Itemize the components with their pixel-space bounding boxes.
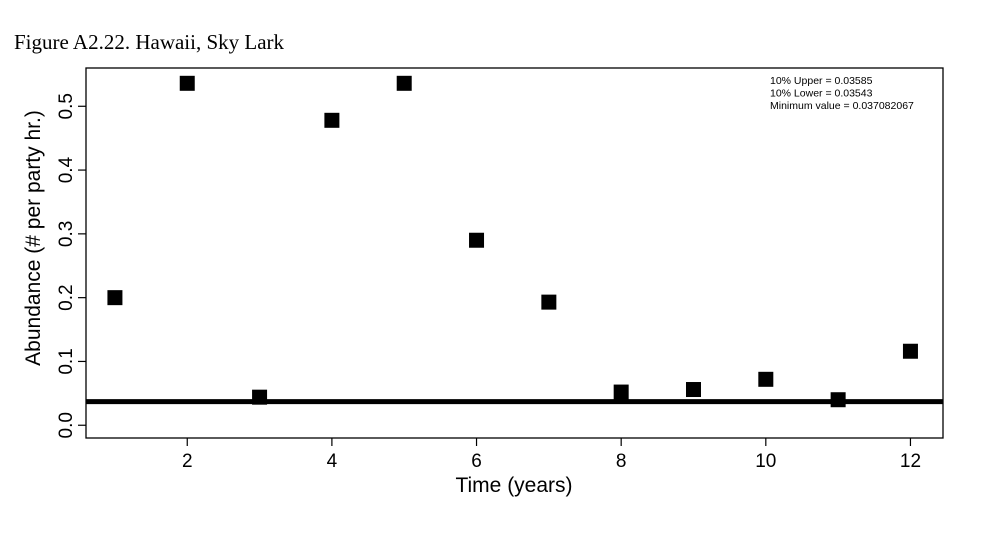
data-point	[685, 382, 701, 398]
annotation-line: 10% Lower = 0.03543	[770, 88, 873, 100]
data-point	[541, 294, 557, 310]
data-point	[179, 75, 195, 91]
annotation-line: Minimum value = 0.037082067	[770, 100, 914, 112]
x-tick-label: 8	[616, 451, 627, 472]
x-axis-title: Time (years)	[455, 474, 572, 497]
data-point	[252, 389, 268, 405]
x-tick-label: 12	[900, 451, 921, 472]
data-point	[107, 290, 123, 306]
x-tick-label: 2	[182, 451, 193, 472]
data-point	[758, 371, 774, 387]
data-point	[902, 343, 918, 359]
y-tick-label: 0.2	[56, 284, 77, 310]
x-tick-label: 4	[327, 451, 338, 472]
x-tick-label: 10	[755, 451, 776, 472]
data-point	[830, 392, 846, 408]
data-point	[469, 232, 485, 248]
y-tick-label: 0.3	[56, 221, 77, 247]
annotation-line: 10% Upper = 0.03585	[770, 75, 873, 87]
x-axis: 2 4 6 8 10 12	[182, 438, 921, 472]
data-points	[107, 75, 918, 408]
x-tick-label: 6	[471, 451, 482, 472]
data-point	[324, 112, 340, 128]
y-axis-title: Abundance (# per party hr.)	[22, 110, 45, 366]
y-tick-label: 0.1	[56, 348, 77, 374]
data-point	[396, 75, 412, 91]
y-tick-label: 0.5	[56, 93, 77, 119]
y-tick-label: 0.0	[56, 412, 77, 438]
plot-frame	[85, 67, 944, 439]
data-point	[613, 384, 629, 400]
figure-title: Figure A2.22. Hawaii, Sky Lark	[14, 30, 285, 54]
y-tick-label: 0.4	[56, 156, 77, 183]
y-axis: 0.0 0.1 0.2 0.3 0.4 0.5	[56, 93, 86, 438]
